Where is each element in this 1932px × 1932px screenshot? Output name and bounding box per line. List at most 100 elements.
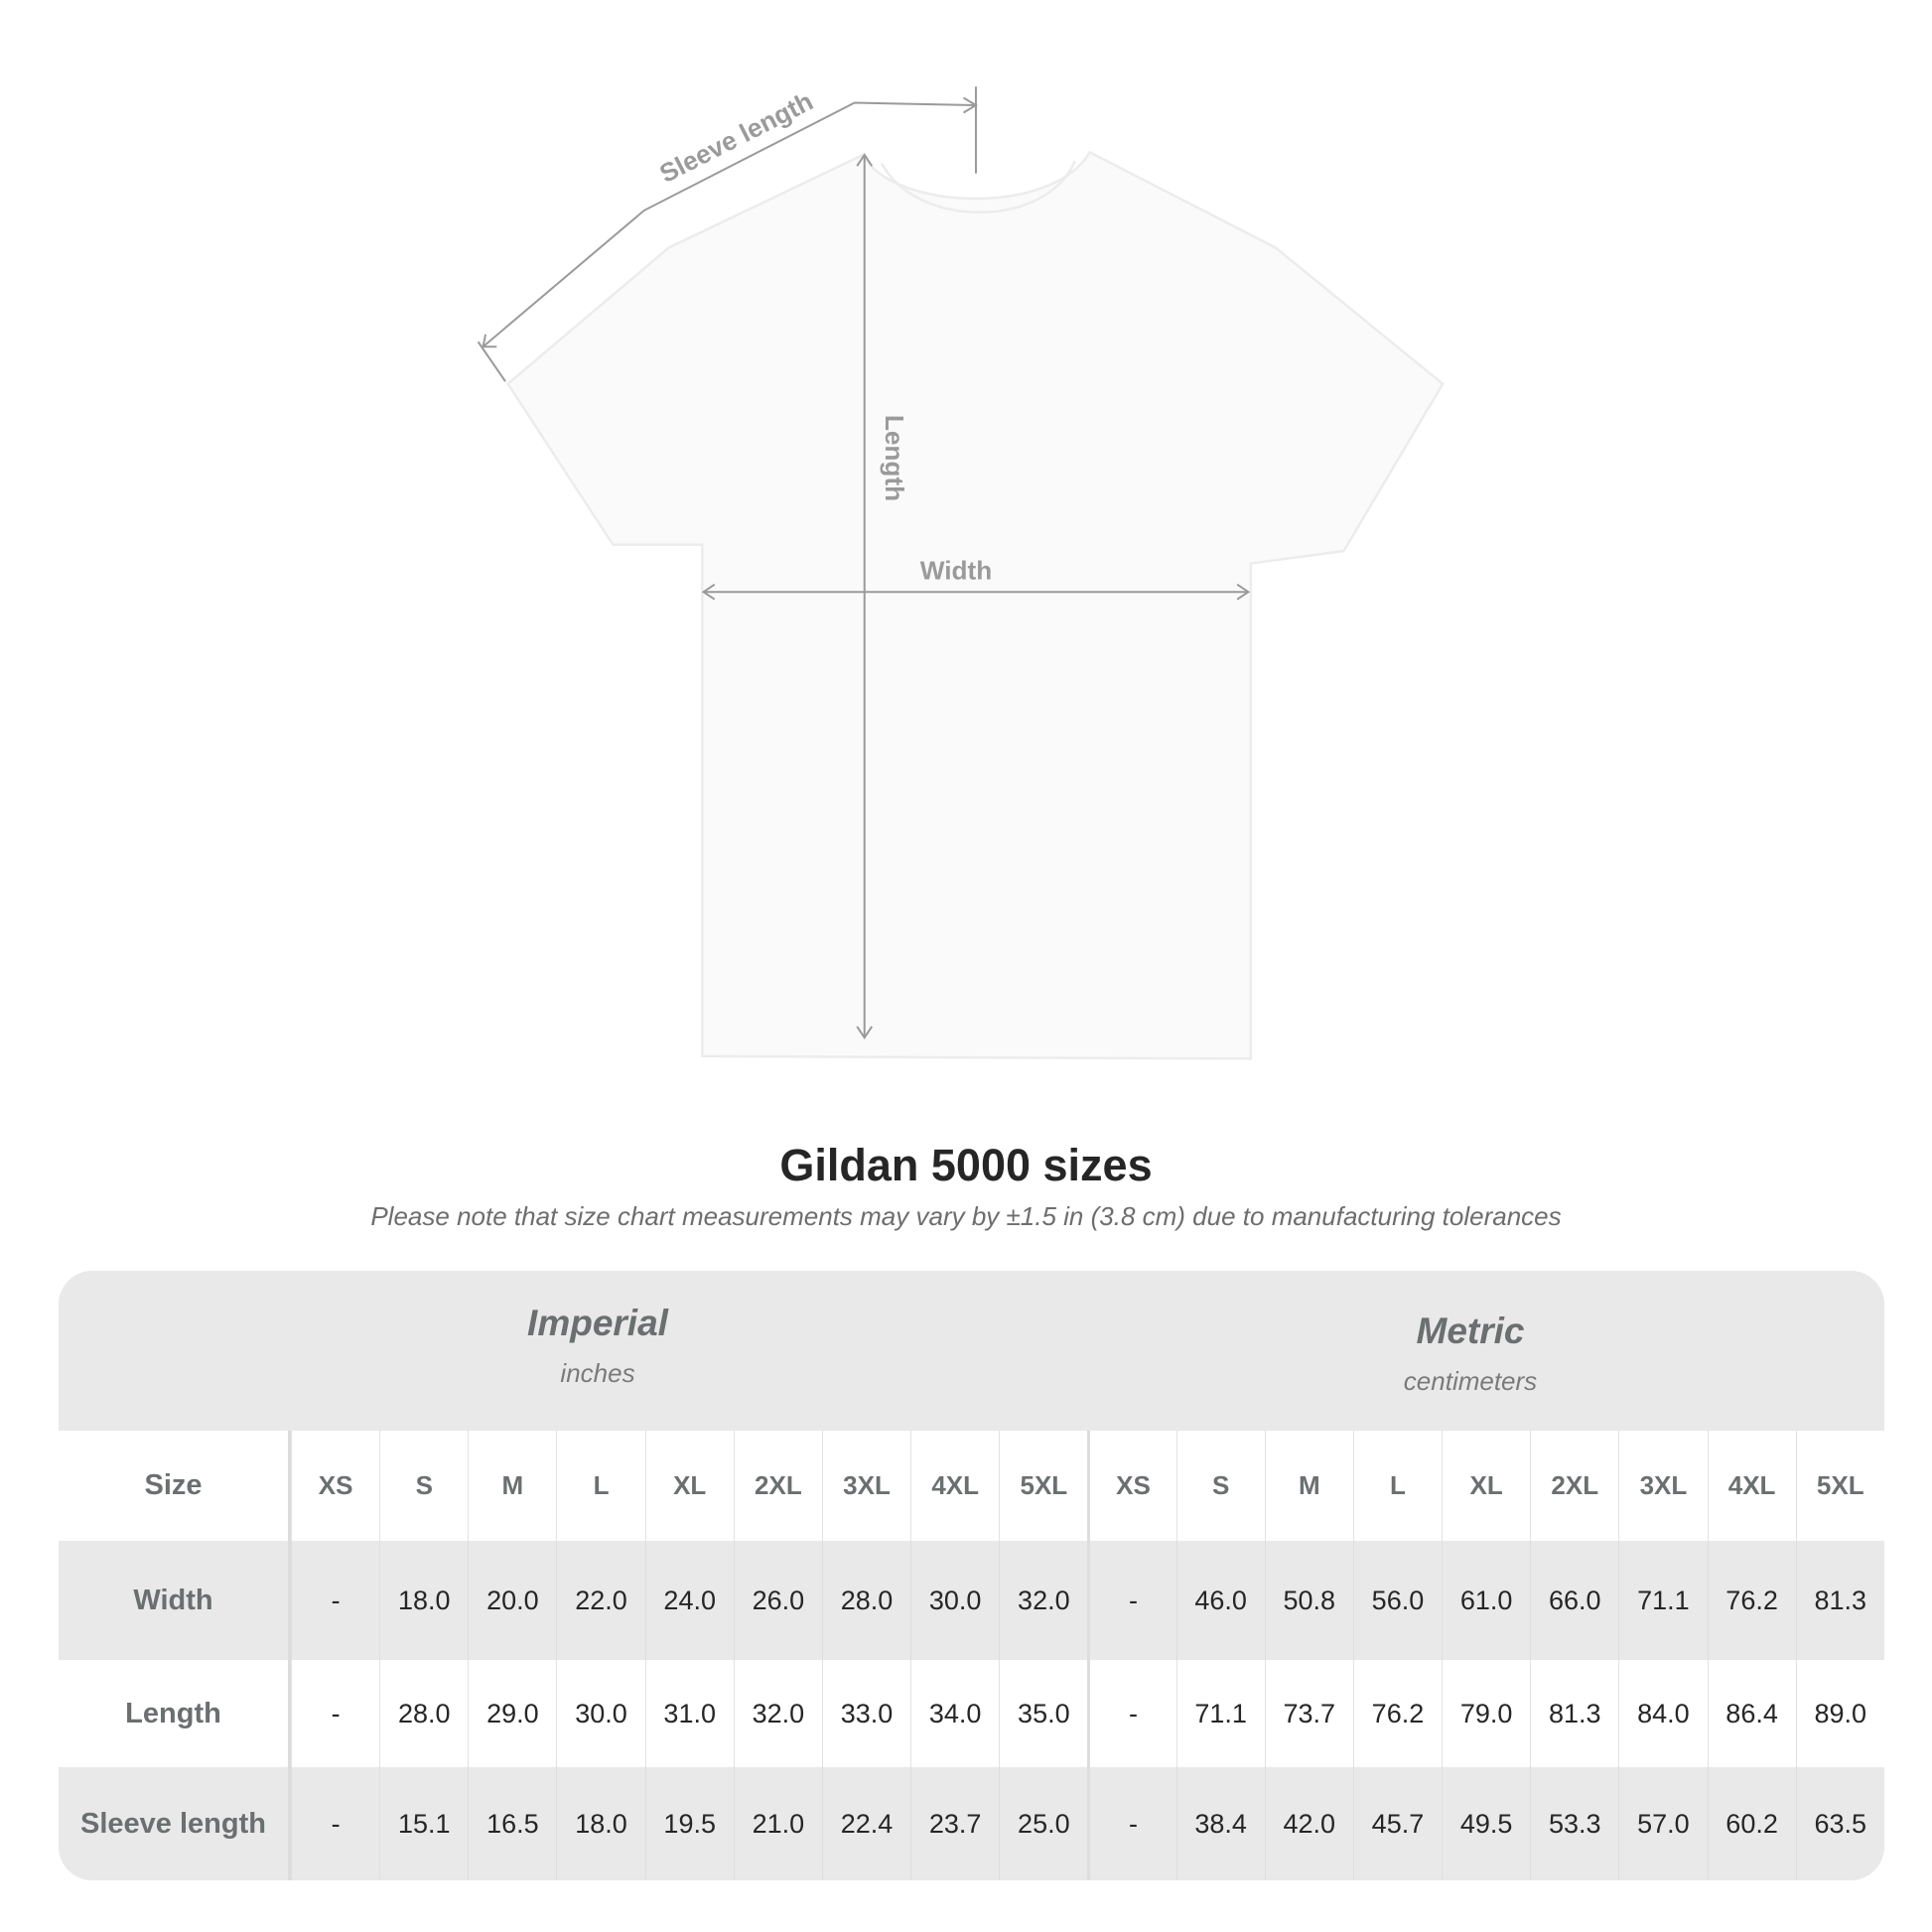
- tolerance-note: Please note that size chart measurements…: [370, 1201, 1562, 1231]
- tshirt-measurement-diagram: Sleeve length Length Width: [477, 86, 1445, 1060]
- table-cell: 16.5: [468, 1767, 556, 1880]
- table-cell: 50.8: [1264, 1541, 1353, 1660]
- table-cell: 24.0: [644, 1541, 734, 1660]
- table-cell: -: [1087, 1660, 1175, 1767]
- imperial-title: Imperial: [527, 1303, 668, 1343]
- table-cell: 29.0: [468, 1660, 556, 1767]
- table-cell: 86.4: [1707, 1660, 1796, 1767]
- metric-header: Metric centimeters: [1272, 1311, 1669, 1397]
- table-cell: 60.2: [1707, 1767, 1796, 1880]
- size-header-cell: 5XL: [999, 1431, 1087, 1541]
- size-header-cell: XL: [644, 1431, 734, 1541]
- size-label: Size: [59, 1431, 291, 1541]
- table-cell: 81.3: [1795, 1541, 1884, 1660]
- table-cell: -: [291, 1660, 379, 1767]
- width-label: Width: [920, 556, 992, 586]
- size-header-cell: L: [556, 1431, 644, 1541]
- table-cell: 25.0: [999, 1767, 1087, 1880]
- size-header-cell: XS: [1087, 1431, 1175, 1541]
- sleeve-arrowhead-right: [962, 96, 978, 114]
- size-header-cell: 3XL: [1618, 1431, 1707, 1541]
- table-cell: 53.3: [1530, 1767, 1618, 1880]
- table-cell: 73.7: [1264, 1660, 1353, 1767]
- table-cell: 71.1: [1618, 1541, 1707, 1660]
- table-cell: 42.0: [1264, 1767, 1353, 1880]
- size-header-cell: 4XL: [1707, 1431, 1796, 1541]
- size-header-cell: 2XL: [1530, 1431, 1618, 1541]
- table-cell: 89.0: [1795, 1660, 1884, 1767]
- size-header-cell: M: [1264, 1431, 1353, 1541]
- table-row-width: Width -18.0 20.0 22.0 24.0 26.0 28.0 30.0 32.0-4…: [59, 1541, 1884, 1660]
- size-header-cell: 3XL: [821, 1431, 910, 1541]
- table-cell: 30.0: [556, 1660, 644, 1767]
- table-row-sleeve-length: Sleeve length -15.1 16.5 18.0 19.5 21.0 22.4 23…: [59, 1767, 1884, 1880]
- size-header-cell: 4XL: [910, 1431, 999, 1541]
- size-header-cell: 5XL: [1795, 1431, 1884, 1541]
- table-cell: 26.0: [733, 1541, 822, 1660]
- sleeve-tick-left: [477, 341, 506, 382]
- table-cell: 33.0: [821, 1660, 910, 1767]
- table-cell: 57.0: [1618, 1767, 1707, 1880]
- metric-unit: centimeters: [1403, 1366, 1538, 1396]
- table-cell: 76.2: [1707, 1541, 1796, 1660]
- collar: [881, 160, 1076, 214]
- table-cell: 22.0: [556, 1541, 644, 1660]
- table-cell: -: [291, 1767, 379, 1880]
- sleeve-length-label: Sleeve length: [655, 86, 818, 189]
- length-arrowhead-top: [856, 153, 874, 167]
- size-header-cell: M: [468, 1431, 556, 1541]
- table-cell: 76.2: [1352, 1660, 1442, 1767]
- table-cell: -: [1087, 1541, 1175, 1660]
- imperial-unit: inches: [560, 1358, 635, 1388]
- table-cell: 15.1: [379, 1767, 468, 1880]
- table-cell: -: [1087, 1767, 1175, 1880]
- table-cell: 30.0: [910, 1541, 999, 1660]
- table-cell: 28.0: [821, 1541, 910, 1660]
- table-cell: 66.0: [1530, 1541, 1618, 1660]
- table-cell: 56.0: [1352, 1541, 1442, 1660]
- table-cell: 46.0: [1175, 1541, 1265, 1660]
- size-header-cell: S: [379, 1431, 468, 1541]
- table-header: Imperial inches Metric centimeters: [59, 1271, 1884, 1431]
- sleeve-length-arrow: [482, 101, 976, 347]
- tshirt-illustration: [505, 150, 1445, 1060]
- length-arrowhead-bottom: [856, 1026, 874, 1040]
- table-cell: 79.0: [1442, 1660, 1530, 1767]
- imperial-header: Imperial inches: [399, 1303, 796, 1389]
- table-cell: 63.5: [1795, 1767, 1884, 1880]
- table-cell: 32.0: [733, 1660, 822, 1767]
- table-cell: 61.0: [1442, 1541, 1530, 1660]
- table-cell: 84.0: [1618, 1660, 1707, 1767]
- size-header-cell: 2XL: [733, 1431, 822, 1541]
- table-cell: 35.0: [999, 1660, 1087, 1767]
- table-cell: 38.4: [1175, 1767, 1265, 1880]
- size-header-cell: XS: [291, 1431, 379, 1541]
- table-cell: 28.0: [379, 1660, 468, 1767]
- width-arrowhead-right: [1236, 583, 1251, 601]
- table-cell: 22.4: [821, 1767, 910, 1880]
- size-header-cell: L: [1352, 1431, 1442, 1541]
- table-cell: 23.7: [910, 1767, 999, 1880]
- metric-title: Metric: [1416, 1311, 1525, 1351]
- table-cell: 21.0: [733, 1767, 822, 1880]
- table-cell: 71.1: [1175, 1660, 1265, 1767]
- length-label: Length: [880, 415, 909, 501]
- table-cell: 19.5: [644, 1767, 734, 1880]
- size-row: Size XS S M L XL 2XL 3XL 4XL 5XL XS S M L XL 2XL 3XL 4XL…: [59, 1431, 1884, 1541]
- table-cell: 81.3: [1530, 1660, 1618, 1767]
- sleeve-arrowhead-left: [482, 334, 497, 348]
- row-label: Length: [59, 1660, 291, 1767]
- table-cell: 31.0: [644, 1660, 734, 1767]
- table-cell: 34.0: [910, 1660, 999, 1767]
- size-table: Imperial inches Metric centimeters Size …: [59, 1271, 1884, 1880]
- size-header-cell: XL: [1442, 1431, 1530, 1541]
- row-label: Width: [59, 1541, 291, 1660]
- size-header-cell: S: [1175, 1431, 1265, 1541]
- table-row-length: Length -28.0 29.0 30.0 31.0 32.0 33.0 34.0 35.0-…: [59, 1660, 1884, 1767]
- table-cell: 49.5: [1442, 1767, 1530, 1880]
- table-cell: 18.0: [379, 1541, 468, 1660]
- table-cell: -: [291, 1541, 379, 1660]
- table-cell: 20.0: [468, 1541, 556, 1660]
- page-title: Gildan 5000 sizes: [779, 1140, 1153, 1190]
- table-cell: 45.7: [1352, 1767, 1442, 1880]
